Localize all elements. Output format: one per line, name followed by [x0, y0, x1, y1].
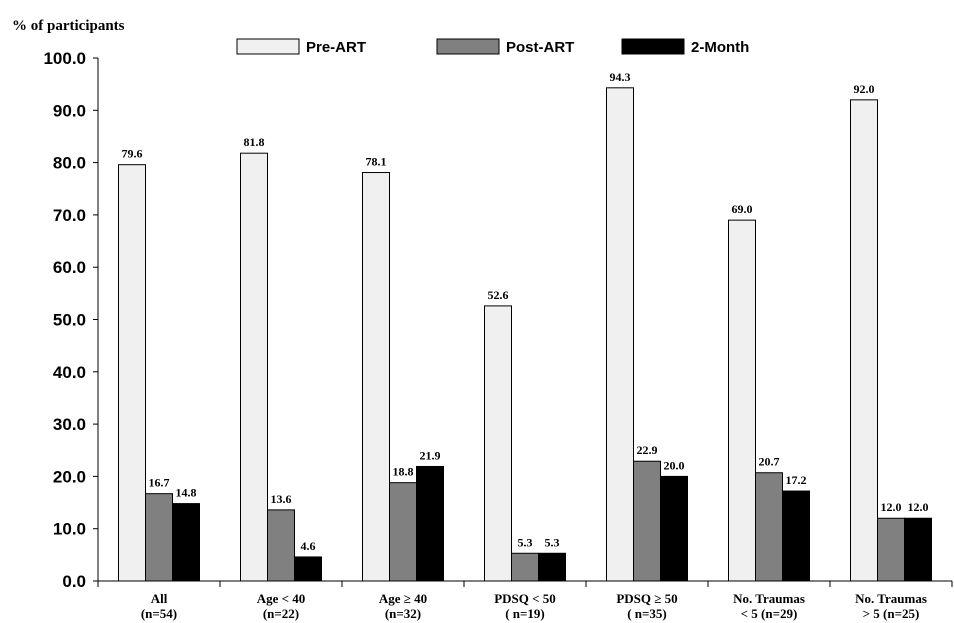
- data-label: 92.0: [854, 82, 875, 96]
- bar: [782, 490, 810, 582]
- bar: [633, 460, 661, 582]
- y-tick-label: 90.0: [53, 101, 86, 120]
- legend-label: Pre-ART: [306, 39, 366, 56]
- bar: [267, 509, 295, 582]
- data-label: 69.0: [732, 202, 753, 216]
- y-axis: 0.0 10.0 20.0 30.0 40.0 50.0 60.0 70.0 80.0 90.0 1…: [43, 49, 99, 591]
- data-label: 21.9: [420, 448, 441, 462]
- data-label: 81.8: [244, 135, 265, 149]
- bar: [362, 172, 390, 582]
- x-category-label: Age < 40: [257, 591, 306, 606]
- x-category-label: ( n=19): [505, 606, 545, 621]
- bar: [118, 164, 146, 582]
- x-category-label: (n=32): [385, 606, 421, 621]
- y-tick-label: 50.0: [53, 311, 86, 330]
- data-label: 79.6: [122, 147, 143, 161]
- x-category-label: > 5 (n=25): [863, 606, 920, 621]
- bar: [660, 475, 688, 582]
- x-category-label: No. Traumas: [733, 591, 805, 606]
- y-tick-label: 20.0: [53, 467, 86, 486]
- y-tick-label: 40.0: [53, 363, 86, 382]
- x-category-label: No. Traumas: [855, 591, 927, 606]
- data-label: 16.7: [149, 476, 170, 490]
- data-label: 12.0: [881, 500, 902, 514]
- bar: [755, 472, 783, 582]
- data-label: 78.1: [366, 155, 387, 169]
- bar: [294, 556, 322, 582]
- y-tick-label: 60.0: [53, 258, 86, 277]
- x-category-label: All: [151, 591, 168, 606]
- data-label: 18.8: [393, 465, 414, 479]
- legend-label: 2-Month: [691, 39, 749, 56]
- data-label: 17.2: [786, 473, 807, 487]
- y-tick-label: 100.0: [43, 49, 86, 68]
- data-label: 52.6: [488, 288, 509, 302]
- bar: [389, 482, 417, 582]
- data-label: 12.0: [908, 500, 929, 514]
- data-label: 4.6: [301, 539, 316, 553]
- bar: [511, 552, 539, 582]
- y-tick-label: 0.0: [62, 572, 86, 591]
- data-label: 14.8: [176, 486, 197, 500]
- data-label: 22.9: [637, 443, 658, 457]
- x-category-label: ( n=35): [627, 606, 667, 621]
- x-category-label: PDSQ < 50: [494, 591, 556, 606]
- data-label: 5.3: [518, 535, 533, 549]
- x-category-label: (n=22): [263, 606, 299, 621]
- bar: [416, 465, 444, 582]
- y-tick-label: 10.0: [53, 520, 86, 539]
- x-axis: All(n=54) Age < 40(n=22) Age ≥ 40(n=32) PDS…: [97, 580, 953, 621]
- bar: [606, 87, 634, 582]
- legend-swatch: [621, 38, 685, 55]
- y-axis-label: % of participants: [12, 18, 125, 34]
- legend: Pre-ART Post-ART 2-Month: [236, 38, 749, 56]
- bar: [145, 493, 173, 582]
- data-label: 5.3: [545, 535, 560, 549]
- data-label: 94.3: [610, 70, 631, 84]
- data-label: 20.0: [664, 458, 685, 472]
- legend-label: Post-ART: [506, 39, 574, 56]
- y-tick-label: 30.0: [53, 415, 86, 434]
- bar: [877, 517, 905, 582]
- bar: [484, 305, 512, 582]
- y-tick-label: 70.0: [53, 206, 86, 225]
- bar: [904, 517, 932, 582]
- x-category-label: (n=54): [141, 606, 177, 621]
- x-category-label: PDSQ ≥ 50: [616, 591, 677, 606]
- bar: [538, 552, 566, 582]
- bars: 79.6 81.8 78.1 52.6 94.3 69.0 92.0 16.7 13.6 18.8…: [118, 70, 932, 582]
- legend-swatch: [236, 38, 300, 55]
- bar: [850, 99, 878, 582]
- y-tick-label: 80.0: [53, 154, 86, 173]
- x-category-label: Age ≥ 40: [379, 591, 427, 606]
- bar: [728, 219, 756, 582]
- bar: [240, 152, 268, 582]
- data-label: 20.7: [759, 455, 780, 469]
- data-label: 13.6: [271, 492, 292, 506]
- legend-swatch: [436, 38, 500, 55]
- x-category-label: < 5 (n=29): [741, 606, 798, 621]
- bar: [172, 503, 200, 582]
